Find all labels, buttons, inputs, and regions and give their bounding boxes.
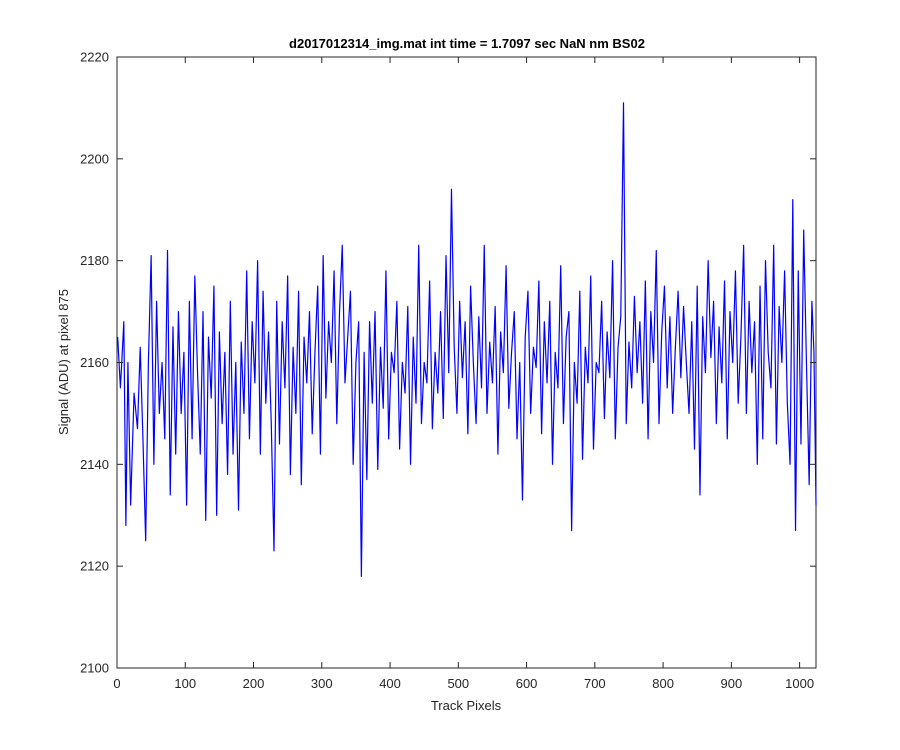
plot-area: 0 100 200 300 400 500 600 700 800 900 1000 2100 212…	[80, 50, 817, 691]
x-tick-label-3: 300	[311, 676, 333, 691]
series-layer	[117, 102, 817, 577]
x-axis-label: Track Pixels	[431, 698, 502, 713]
x-tick-label-5: 500	[447, 676, 469, 691]
x-tick-label-9: 900	[721, 676, 743, 691]
x-tick-label-6: 600	[516, 676, 538, 691]
x-tick-label-7: 700	[584, 676, 606, 691]
chart-title: d2017012314_img.mat int time = 1.7097 se…	[289, 36, 645, 51]
y-axis-label: Signal (ADU) at pixel 875	[56, 289, 71, 435]
x-tick-label-2: 200	[243, 676, 265, 691]
x-tick-label-4: 400	[379, 676, 401, 691]
y-tick-label-0: 2100	[80, 661, 109, 676]
x-axis-ticks: 0 100 200 300 400 500 600 700 800 900 1000	[113, 57, 814, 691]
y-tick-label-4: 2180	[80, 253, 109, 268]
y-tick-label-3: 2160	[80, 355, 109, 370]
x-tick-label-0: 0	[113, 676, 120, 691]
series-line-0	[117, 102, 817, 577]
y-tick-label-2: 2140	[80, 457, 109, 472]
x-tick-label-1: 100	[174, 676, 196, 691]
y-tick-label-6: 2220	[80, 50, 109, 65]
y-tick-label-1: 2120	[80, 559, 109, 574]
y-tick-label-5: 2200	[80, 151, 109, 166]
y-axis-ticks: 2100 2120 2140 2160 2180 2200 2220	[80, 50, 816, 676]
x-tick-label-10: 1000	[785, 676, 814, 691]
x-tick-label-8: 800	[652, 676, 674, 691]
